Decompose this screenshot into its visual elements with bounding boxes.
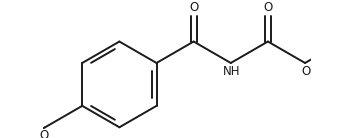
Text: O: O (189, 1, 198, 14)
Text: O: O (40, 129, 49, 138)
Text: O: O (263, 1, 273, 14)
Text: NH: NH (223, 65, 240, 78)
Text: O: O (301, 65, 310, 78)
